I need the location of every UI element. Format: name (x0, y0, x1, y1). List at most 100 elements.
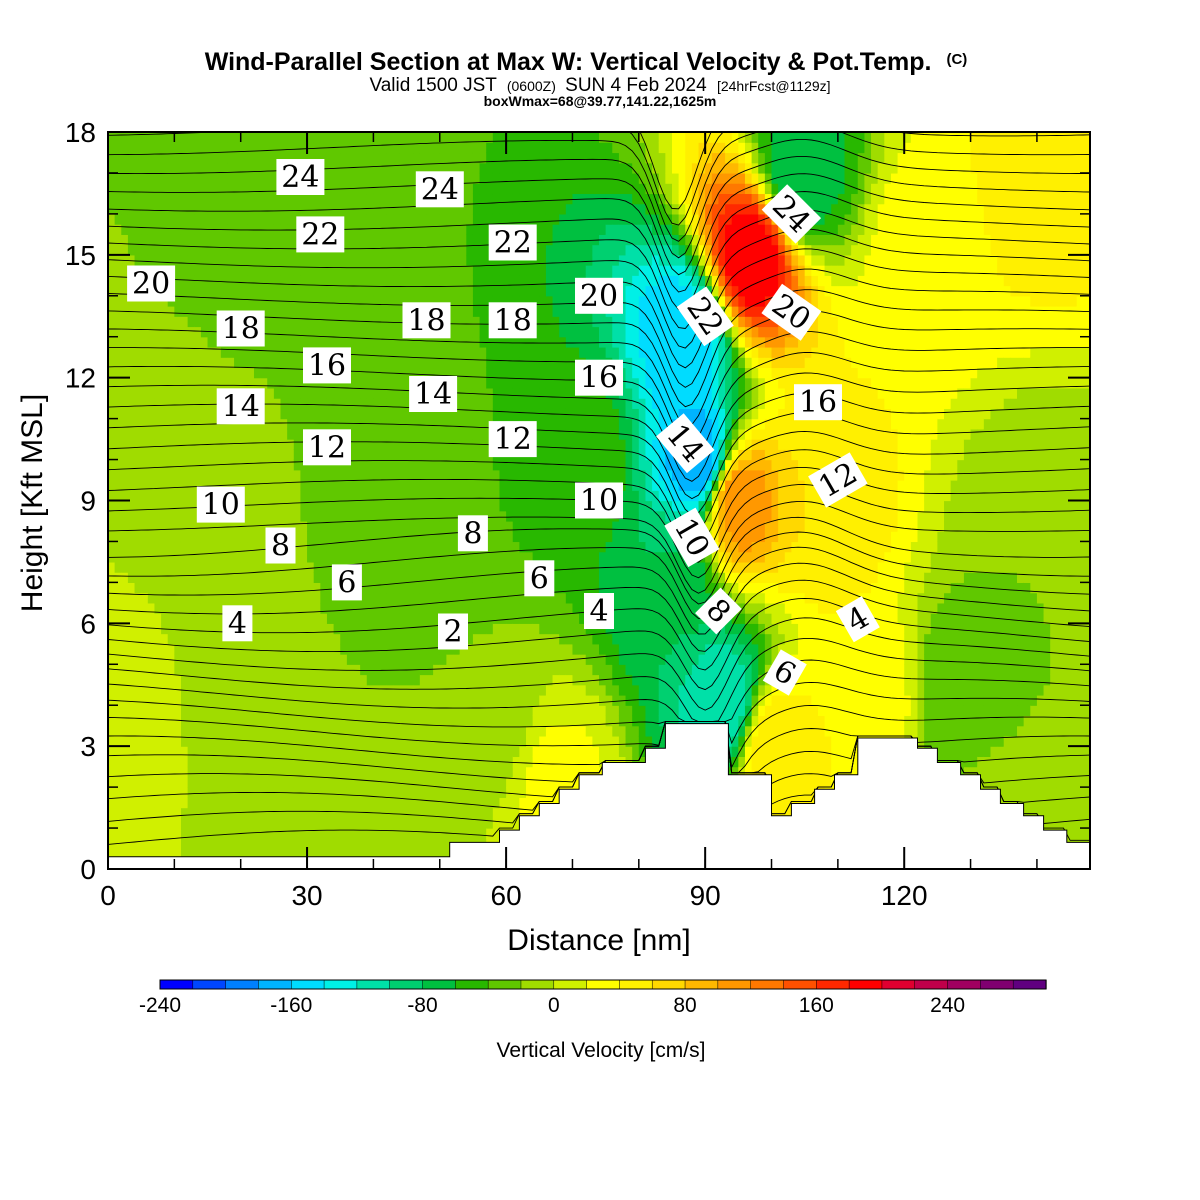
velocity-cell (161, 838, 169, 850)
velocity-cell (313, 316, 321, 328)
velocity-cell (492, 480, 501, 491)
velocity-cell (486, 346, 494, 358)
velocity-cell (506, 582, 514, 594)
velocity-cell (227, 265, 235, 276)
velocity-cell (486, 295, 494, 307)
velocity-cell (386, 336, 394, 348)
velocity-cell (340, 654, 348, 665)
velocity-cell (499, 132, 507, 143)
velocity-cell (552, 183, 560, 195)
velocity-cell (406, 428, 414, 440)
velocity-cell (539, 643, 547, 655)
velocity-cell (453, 275, 461, 287)
velocity-cell (340, 316, 348, 328)
velocity-cell (486, 469, 494, 481)
velocity-cell (459, 398, 467, 409)
velocity-cell (393, 500, 401, 512)
velocity-cell (499, 408, 507, 420)
velocity-cell (108, 326, 116, 338)
velocity-cell (519, 766, 527, 778)
velocity-cell (552, 285, 560, 297)
velocity-cell (526, 336, 534, 348)
velocity-cell (346, 838, 355, 850)
velocity-cell (399, 152, 408, 164)
velocity-cell (154, 572, 162, 583)
velocity-cell (127, 776, 136, 788)
velocity-cell (307, 203, 315, 215)
velocity-cell (472, 633, 481, 645)
velocity-cell (373, 469, 381, 481)
velocity-cell (293, 838, 302, 850)
velocity-cell (419, 756, 428, 768)
velocity-cell (433, 756, 441, 768)
velocity-cell (399, 459, 408, 471)
velocity-cell (532, 735, 540, 747)
velocity-cell (167, 398, 175, 409)
velocity-cell (134, 336, 142, 348)
velocity-cell (406, 224, 414, 235)
velocity-cell (253, 265, 262, 276)
velocity-cell (174, 418, 182, 430)
velocity-cell (127, 725, 136, 737)
velocity-cell (519, 377, 527, 389)
velocity-cell (552, 654, 560, 665)
velocity-cell (187, 531, 195, 543)
velocity-cell (512, 213, 520, 225)
velocity-cell (479, 316, 487, 328)
velocity-cell (207, 613, 215, 624)
velocity-cell (260, 725, 268, 737)
velocity-cell (406, 265, 414, 276)
velocity-cell (134, 203, 142, 215)
velocity-cell (506, 664, 514, 676)
velocity-cell (545, 346, 554, 358)
velocity-cell (492, 152, 501, 164)
velocity-cell (200, 316, 209, 328)
velocity-cell (187, 285, 195, 297)
velocity-cell (253, 132, 262, 143)
velocity-cell (472, 572, 481, 583)
velocity-cell (512, 776, 520, 788)
velocity-cell (207, 694, 215, 706)
velocity-cell (559, 561, 567, 573)
velocity-cell (260, 592, 268, 604)
velocity-cell (479, 623, 487, 635)
velocity-cell (426, 705, 434, 717)
velocity-cell (353, 234, 361, 246)
velocity-cell (287, 449, 295, 461)
velocity-cell (380, 326, 388, 338)
velocity-cell (260, 449, 268, 461)
velocity-cell (360, 746, 368, 758)
velocity-cell (459, 684, 467, 696)
velocity-cell (273, 193, 282, 205)
velocity-cell (313, 828, 321, 839)
velocity-cell (539, 725, 547, 737)
velocity-cell (426, 428, 434, 440)
velocity-cell (180, 694, 189, 706)
velocity-cell (300, 306, 308, 317)
velocity-cell (267, 828, 275, 839)
velocity-cell (479, 766, 487, 778)
velocity-cell (512, 694, 520, 706)
velocity-cell (459, 459, 467, 471)
velocity-cell (234, 357, 242, 369)
velocity-cell (253, 480, 262, 491)
velocity-cell (260, 346, 268, 358)
velocity-cell (234, 684, 242, 696)
velocity-cell (161, 694, 169, 706)
velocity-cell (313, 572, 321, 583)
velocity-cell (174, 234, 182, 246)
velocity-cell (127, 817, 136, 829)
velocity-cell (147, 449, 156, 461)
velocity-cell (506, 162, 514, 174)
velocity-cell (260, 265, 268, 276)
velocity-cell (353, 838, 361, 850)
velocity-cell (114, 735, 122, 747)
velocity-cell (187, 234, 195, 246)
velocity-cell (326, 572, 335, 583)
velocity-cell (214, 193, 222, 205)
velocity-cell (399, 817, 408, 829)
velocity-cell (446, 408, 454, 420)
velocity-cell (472, 285, 481, 297)
velocity-cell (380, 142, 388, 154)
velocity-cell (479, 306, 487, 317)
